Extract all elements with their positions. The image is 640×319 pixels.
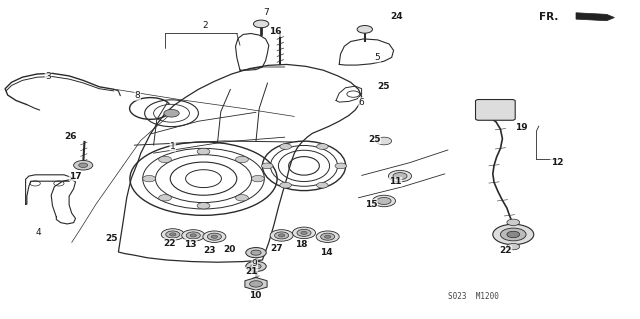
Circle shape [246,248,266,258]
Text: 24: 24 [390,12,403,21]
Circle shape [182,230,205,241]
Circle shape [335,163,347,169]
Circle shape [275,232,289,239]
Text: 25: 25 [106,234,118,243]
Text: 23: 23 [204,246,216,255]
Circle shape [197,203,210,209]
Circle shape [321,233,335,240]
Circle shape [159,156,172,163]
Circle shape [297,229,311,236]
Text: 14: 14 [320,248,333,256]
Text: 13: 13 [184,240,197,249]
Circle shape [376,137,392,145]
Text: 15: 15 [365,200,378,209]
Text: 21: 21 [245,267,258,276]
Text: 26: 26 [64,132,77,141]
Circle shape [236,156,248,163]
Circle shape [190,234,196,237]
Circle shape [246,261,266,271]
Circle shape [74,160,93,170]
Text: 10: 10 [248,291,261,300]
Circle shape [270,230,293,241]
Text: 2: 2 [202,21,207,30]
Text: 5: 5 [375,53,380,62]
Circle shape [79,163,88,167]
Circle shape [278,234,285,237]
Circle shape [393,173,407,180]
Text: 18: 18 [294,240,307,249]
Text: 1: 1 [170,142,175,151]
Circle shape [251,264,261,269]
Text: 19: 19 [515,123,528,132]
Circle shape [317,182,328,188]
Circle shape [324,235,331,238]
Circle shape [372,195,396,207]
Text: 17: 17 [69,172,82,181]
Text: 20: 20 [223,245,236,254]
Circle shape [197,148,210,155]
Text: 25: 25 [378,82,390,91]
Text: FR.: FR. [540,11,559,22]
Circle shape [250,281,262,287]
Circle shape [211,235,218,238]
FancyBboxPatch shape [476,100,515,120]
Circle shape [236,195,248,201]
Text: 22: 22 [499,246,512,255]
Circle shape [507,219,520,226]
Circle shape [251,250,261,255]
Circle shape [161,229,184,240]
Text: 27: 27 [270,244,283,253]
Circle shape [493,224,534,245]
Text: 22: 22 [163,239,176,248]
Circle shape [507,231,520,238]
Text: 12: 12 [550,158,563,167]
Circle shape [159,195,172,201]
Circle shape [203,231,226,242]
Circle shape [317,144,328,149]
Circle shape [316,231,339,242]
Circle shape [388,170,412,182]
Text: 25: 25 [368,135,381,144]
Circle shape [280,144,291,149]
Text: 8: 8 [135,91,140,100]
Text: 16: 16 [269,27,282,36]
Text: 9: 9 [252,259,257,268]
Polygon shape [576,13,614,21]
Circle shape [357,26,372,33]
Circle shape [186,232,200,239]
Circle shape [377,197,391,204]
Circle shape [164,109,179,117]
Circle shape [166,231,180,238]
Circle shape [301,231,307,234]
Circle shape [280,182,291,188]
Circle shape [253,20,269,28]
Circle shape [292,227,316,239]
Text: 4: 4 [36,228,41,237]
Text: 3: 3 [45,72,51,81]
Text: 6: 6 [359,98,364,107]
Circle shape [170,233,176,236]
Text: 7: 7 [263,8,268,17]
Circle shape [507,243,520,250]
Text: 11: 11 [389,177,402,186]
Text: S023  M1200: S023 M1200 [448,292,499,300]
Circle shape [252,175,264,182]
Circle shape [500,228,526,241]
Circle shape [262,163,273,169]
Circle shape [143,175,156,182]
Circle shape [207,233,221,240]
